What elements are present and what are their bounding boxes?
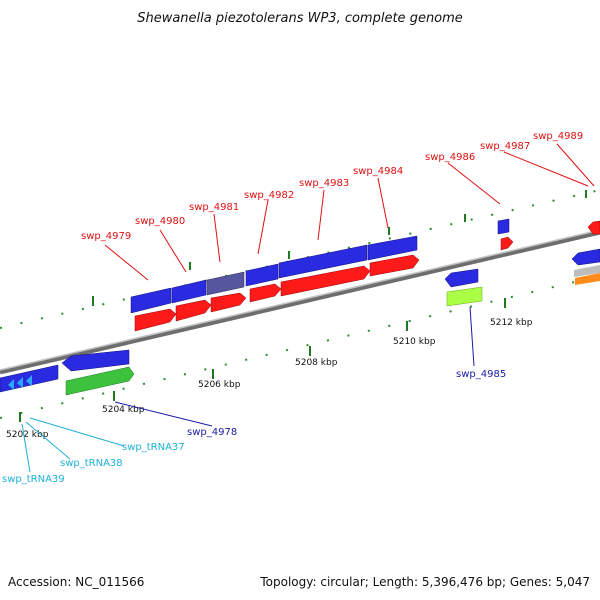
gene-label-swp-4987[interactable]: swp_4987 — [480, 141, 530, 152]
accession-text: Accession: NC_011566 — [8, 575, 144, 589]
gene-label-swp-4982[interactable]: swp_4982 — [244, 190, 294, 201]
gene-swp-4978-rna[interactable] — [65, 366, 135, 396]
features — [0, 218, 600, 396]
genome-backbone-highlight — [0, 229, 600, 371]
callout-lines — [21, 143, 595, 473]
gene-swp-4985-cds[interactable] — [444, 268, 479, 288]
genome-summary-text: Topology: circular; Length: 5,396,476 bp… — [259, 575, 590, 589]
major-ticks — [19, 190, 587, 422]
tick-label-5210: 5210 kbp — [393, 337, 436, 347]
tick-label-5204: 5204 kbp — [102, 405, 145, 415]
gene-label-swp-trna39[interactable]: swp_tRNA39 — [2, 474, 65, 485]
gene-label-swp-4978[interactable]: swp_4978 — [187, 427, 237, 438]
tick-label-5212: 5212 kbp — [490, 318, 533, 328]
gene-swp-4981-cds[interactable] — [206, 271, 245, 296]
lower-tick-guide — [0, 275, 600, 419]
gene-swp-4984-cds[interactable] — [367, 235, 418, 261]
gene-label-swp-4981[interactable]: swp_4981 — [189, 202, 239, 213]
gene-label-swp-4980[interactable]: swp_4980 — [135, 216, 185, 227]
trna-arrow[interactable] — [26, 375, 32, 386]
gene-swp-4984[interactable] — [369, 254, 420, 277]
gene-swp-4989[interactable] — [587, 220, 600, 235]
gene-label-swp-4989[interactable]: swp_4989 — [533, 131, 583, 142]
gene-swp-4979[interactable] — [134, 308, 177, 332]
gene-swp-4981[interactable] — [210, 292, 247, 313]
gene-swp-4983[interactable] — [280, 265, 371, 297]
tick-label-5208: 5208 kbp — [295, 358, 338, 368]
gene-label-swp-trna37[interactable]: swp_tRNA37 — [122, 442, 185, 453]
gene-label-swp-4985[interactable]: swp_4985 — [456, 369, 506, 380]
tick-label-5202: 5202 kbp — [6, 430, 49, 440]
gene-label-swp-trna38[interactable]: swp_tRNA38 — [60, 458, 123, 469]
gene-swp-4979-cds[interactable] — [130, 287, 172, 314]
gene-swp-4978-cds[interactable] — [61, 349, 130, 372]
gene-swp-4980-cds[interactable] — [171, 279, 207, 304]
gene-label-swp-4983[interactable]: swp_4983 — [299, 178, 349, 189]
gene-labels: swp_4979 swp_4980 swp_4981 swp_4982 swp_… — [2, 131, 583, 485]
gene-swp-4980[interactable] — [175, 299, 212, 322]
trna-arrow[interactable] — [17, 377, 23, 388]
gene-label-swp-4986[interactable]: swp_4986 — [425, 152, 475, 163]
gene-label-swp-4984[interactable]: swp_4984 — [353, 166, 403, 177]
trna-arrow[interactable] — [8, 379, 14, 390]
gene-swp-4986[interactable] — [500, 236, 514, 251]
gene-swp-4983-cds[interactable] — [278, 244, 368, 279]
gene-swp-4982[interactable] — [249, 283, 282, 303]
gene-swp-4986-cds[interactable] — [497, 218, 510, 235]
gene-edge-grey[interactable] — [574, 265, 600, 277]
genome-backbone — [0, 229, 600, 375]
gene-label-swp-4979[interactable]: swp_4979 — [81, 231, 131, 242]
gene-swp-4982-cds[interactable] — [245, 263, 279, 287]
gene-edge-cds[interactable] — [571, 248, 600, 266]
tick-label-5206: 5206 kbp — [198, 380, 241, 390]
gene-edge-orange[interactable] — [575, 273, 600, 285]
map-title: Shewanella piezotolerans WP3, complete g… — [137, 11, 463, 26]
gene-swp-4985[interactable] — [446, 286, 483, 307]
